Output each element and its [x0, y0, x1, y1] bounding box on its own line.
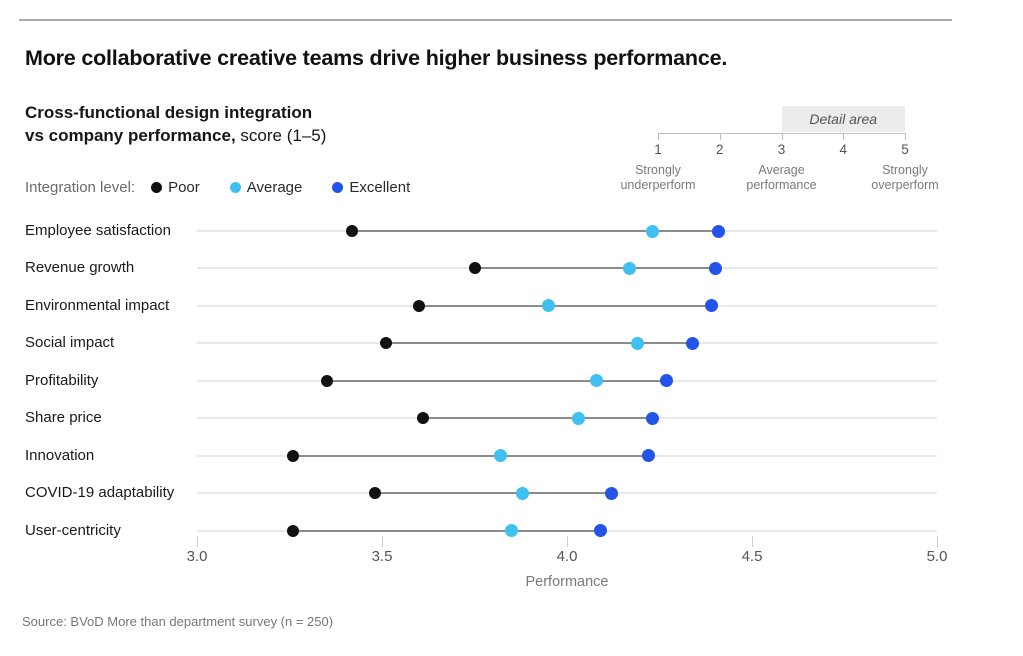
category-label: COVID-19 adaptability: [25, 484, 175, 502]
x-axis-tick: [197, 536, 198, 547]
category-label: Revenue growth: [25, 259, 135, 277]
x-axis-title: Performance: [525, 574, 609, 590]
data-point-excellent: [712, 224, 726, 238]
subtitle-bold-line1: Cross-functional design integration: [25, 103, 313, 122]
detail-area-highlight-box: Detail area: [781, 106, 905, 132]
legend: Integration level: Poor Average Excellen…: [25, 179, 440, 196]
legend-item-poor: Poor: [151, 179, 200, 196]
x-axis-tick: [752, 536, 753, 547]
category-label: Employee satisfaction: [25, 222, 171, 239]
mini-axis-annotation: Average performance: [746, 163, 817, 192]
data-point-poor: [379, 337, 392, 350]
category-label: User-centricity: [25, 521, 121, 539]
data-point-excellent: [645, 411, 659, 425]
x-axis-tick: [937, 536, 938, 547]
excellent-dot-icon: [332, 182, 344, 193]
subtitle-bold-line2: vs company performance,: [25, 126, 236, 145]
mini-axis-tick: [905, 133, 906, 140]
data-point-average: [623, 261, 637, 275]
data-point-excellent: [708, 261, 722, 275]
category-label: Profitability: [25, 371, 99, 389]
mini-axis-tick-label: 5: [901, 142, 909, 157]
x-axis-tick-label: 4.5: [741, 548, 763, 565]
row-connector-line: [419, 304, 712, 307]
data-point-excellent: [593, 524, 607, 538]
legend-item-label: Poor: [168, 179, 200, 196]
data-point-poor: [368, 487, 381, 500]
row-connector-line: [474, 267, 715, 270]
data-point-poor: [346, 225, 359, 237]
data-point-poor: [287, 449, 300, 462]
data-point-poor: [320, 374, 333, 387]
category-label: Environmental impact: [25, 296, 170, 314]
row-connector-line: [352, 230, 719, 232]
data-point-average: [590, 374, 604, 388]
data-point-poor: [468, 262, 481, 275]
legend-label: Integration level:: [25, 179, 136, 196]
data-point-average: [571, 411, 585, 425]
data-point-excellent: [686, 336, 700, 350]
average-dot-icon: [229, 182, 241, 193]
row-connector-line: [374, 492, 612, 495]
row-connector-line: [422, 417, 653, 420]
data-point-excellent: [604, 486, 618, 500]
category-label: Social impact: [25, 334, 115, 352]
category-label: Share price: [25, 409, 102, 427]
data-point-average: [493, 449, 507, 463]
mini-axis-tick: [781, 133, 783, 140]
subtitle-regular: score (1–5): [235, 126, 327, 145]
top-rule: [19, 19, 952, 21]
data-point-average: [505, 524, 518, 538]
legend-item-label: Excellent: [349, 179, 411, 196]
x-axis-tick-label: 3.0: [186, 548, 208, 565]
mini-axis-tick: [843, 133, 845, 140]
mini-axis-annotation: Strongly overperform: [871, 163, 939, 192]
data-point-excellent: [641, 449, 655, 463]
x-axis-tick: [382, 536, 383, 547]
data-point-average: [516, 486, 530, 500]
source-note: Source: BVoD More than department survey…: [22, 614, 334, 629]
legend-item-average: Average: [229, 179, 303, 196]
poor-dot-icon: [151, 182, 163, 193]
mini-axis-tick-label: 3: [777, 142, 786, 157]
row-connector-line: [293, 529, 601, 532]
mini-axis-tick-label: 1: [654, 142, 662, 157]
mini-axis-tick: [658, 133, 659, 140]
category-label: Innovation: [25, 446, 95, 464]
mini-axis-tick: [719, 133, 721, 140]
x-axis-tick: [567, 536, 568, 547]
mini-axis-annotation: Strongly underperform: [620, 163, 696, 192]
data-point-poor: [287, 524, 300, 537]
x-axis-tick-label: 5.0: [926, 548, 948, 565]
data-point-poor: [413, 299, 425, 312]
data-point-poor: [416, 412, 429, 425]
data-point-excellent: [704, 299, 718, 313]
row-connector-line: [385, 342, 693, 345]
data-point-excellent: [660, 374, 674, 388]
x-axis-tick-label: 3.5: [371, 548, 393, 565]
detail-area-label: Detail area: [809, 111, 878, 127]
row-connector-line: [326, 379, 667, 382]
legend-item-excellent: Excellent: [332, 179, 410, 196]
row-connector-line: [293, 454, 649, 457]
legend-item-label: Average: [246, 179, 303, 196]
mini-axis-tick-label: 2: [715, 142, 724, 157]
data-point-average: [542, 299, 555, 313]
data-point-average: [645, 224, 659, 238]
data-point-average: [630, 336, 644, 350]
x-axis-tick-label: 4.0: [556, 548, 578, 565]
mini-axis-tick-label: 4: [839, 142, 847, 157]
page-title: More collaborative creative teams drive …: [25, 46, 728, 70]
chart-subtitle: Cross-functional design integration vs c…: [25, 101, 326, 147]
